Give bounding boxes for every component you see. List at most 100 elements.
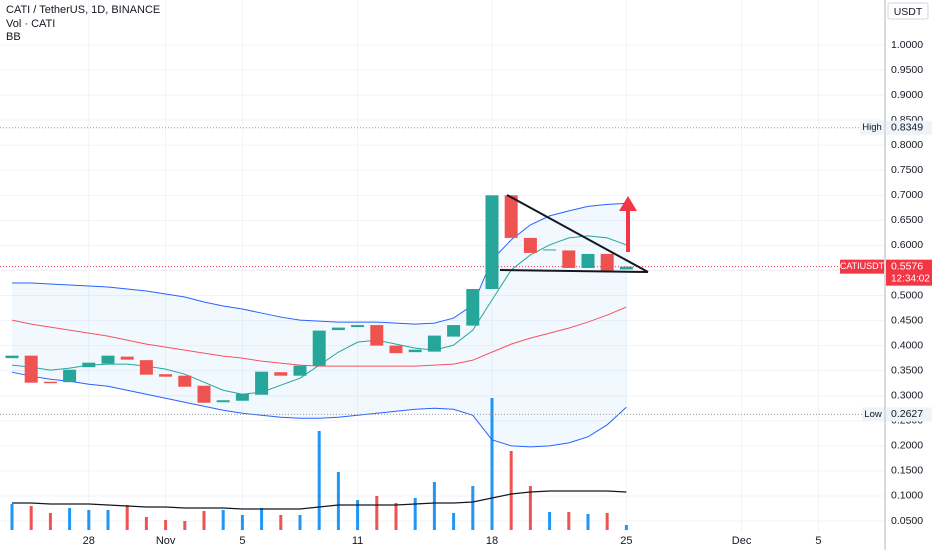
x-tick-label: Nov — [156, 535, 176, 547]
volume-bar — [183, 521, 187, 530]
volume-bar — [356, 500, 360, 530]
volume-bar — [471, 486, 475, 530]
candle-body — [523, 237, 537, 253]
volume-bar — [10, 504, 14, 530]
low-tag: Low — [864, 409, 882, 420]
candle-body — [408, 349, 422, 353]
volume-bar — [413, 498, 417, 530]
y-tick-label: 0.2000 — [891, 440, 923, 452]
grid — [0, 0, 885, 532]
volume-bar — [29, 506, 33, 530]
trend-line — [506, 194, 649, 273]
candle-body — [504, 195, 518, 238]
last-value-bg — [886, 259, 932, 286]
candle-body — [600, 253, 614, 271]
candle-body — [331, 327, 345, 331]
y-tick-label: 0.1000 — [891, 490, 923, 502]
volume-label: Vol · CATI — [6, 18, 55, 30]
volume-ma — [11, 490, 627, 510]
low-value-bg — [886, 407, 932, 422]
candle-body — [370, 325, 384, 346]
candle-body — [466, 289, 480, 326]
y-tick-label: 0.6000 — [891, 239, 923, 251]
volume-bar — [48, 513, 52, 530]
candle-body — [101, 355, 115, 364]
x-tick-label: 5 — [239, 535, 245, 547]
volume-bar — [106, 510, 110, 530]
y-tick-label: 0.1500 — [891, 465, 923, 477]
candle-body — [63, 369, 77, 383]
candle-body — [543, 249, 557, 251]
volume-bar — [125, 505, 129, 530]
high-tag: High — [862, 122, 882, 133]
volume-bar — [164, 520, 168, 530]
volume-bar — [490, 398, 494, 530]
x-tick-label: Dec — [732, 535, 752, 547]
drawings — [499, 194, 649, 273]
volume-bar — [279, 515, 283, 530]
candle-body — [581, 253, 595, 268]
high-value-bg — [886, 120, 932, 135]
candle-body — [82, 362, 96, 368]
candle-body — [255, 371, 269, 395]
x-tick-label: 28 — [83, 535, 95, 547]
candle-body — [120, 356, 134, 360]
x-tick-label: 18 — [486, 535, 498, 547]
volume-bar — [68, 508, 72, 530]
x-tick-label: 5 — [815, 535, 821, 547]
candle-body — [619, 266, 633, 270]
y-tick-label: 0.5000 — [891, 289, 923, 301]
y-tick-label: 0.3500 — [891, 364, 923, 376]
volume-bar — [432, 482, 436, 530]
volume-bar — [624, 525, 628, 530]
candle-body — [5, 355, 19, 359]
candle-body — [389, 345, 403, 354]
candle-body — [159, 374, 173, 377]
indicator-line — [11, 371, 627, 448]
countdown: 12:34:02 — [891, 273, 930, 284]
candle-body — [235, 393, 249, 401]
y-tick-label: 0.9500 — [891, 64, 923, 76]
volume-bar — [605, 513, 609, 530]
volume-bar — [394, 503, 398, 530]
candle-body — [447, 325, 461, 337]
low-value: 0.2627 — [891, 408, 923, 420]
volume-bar — [452, 513, 456, 530]
candle-body — [293, 365, 307, 376]
candle-body — [485, 195, 499, 290]
x-tick-label: 11 — [352, 535, 363, 547]
currency: USDT — [894, 6, 923, 18]
volume-bar — [202, 511, 206, 530]
high-value: 0.8349 — [891, 122, 923, 134]
volume-bar — [144, 517, 148, 530]
y-tick-label: 0.3000 — [891, 390, 923, 402]
chart-title: CATI / TetherUS, 1D, BINANCE — [6, 4, 160, 16]
candle-body — [351, 325, 365, 328]
candle-body — [178, 375, 192, 387]
band-fill — [11, 203, 627, 447]
candle-body — [312, 330, 326, 366]
y-tick-label: 0.6500 — [891, 214, 923, 226]
y-tick-label: 1.0000 — [891, 39, 923, 51]
currency-box — [887, 2, 929, 20]
indicator-label: BB — [6, 31, 21, 43]
volume-bar — [548, 512, 552, 530]
last-value: 0.5576 — [891, 260, 923, 272]
volume-bar — [298, 515, 302, 530]
candle-body — [216, 400, 230, 403]
volume-bar — [87, 510, 91, 530]
candle-body — [562, 250, 576, 268]
volume-bar — [375, 496, 379, 530]
candle-body — [24, 355, 38, 383]
indicator-line — [11, 202, 627, 325]
plot — [0, 127, 885, 530]
y-tick-label: 0.0500 — [891, 515, 923, 527]
volume-bar — [336, 472, 340, 530]
volume-bar — [509, 451, 513, 530]
high-tag-bg — [860, 120, 884, 135]
last-tag-bg — [840, 259, 884, 274]
low-tag-bg — [862, 407, 884, 422]
candle-body — [43, 381, 57, 384]
y-tick-label: 0.4000 — [891, 339, 923, 351]
indicator-line — [11, 306, 627, 367]
